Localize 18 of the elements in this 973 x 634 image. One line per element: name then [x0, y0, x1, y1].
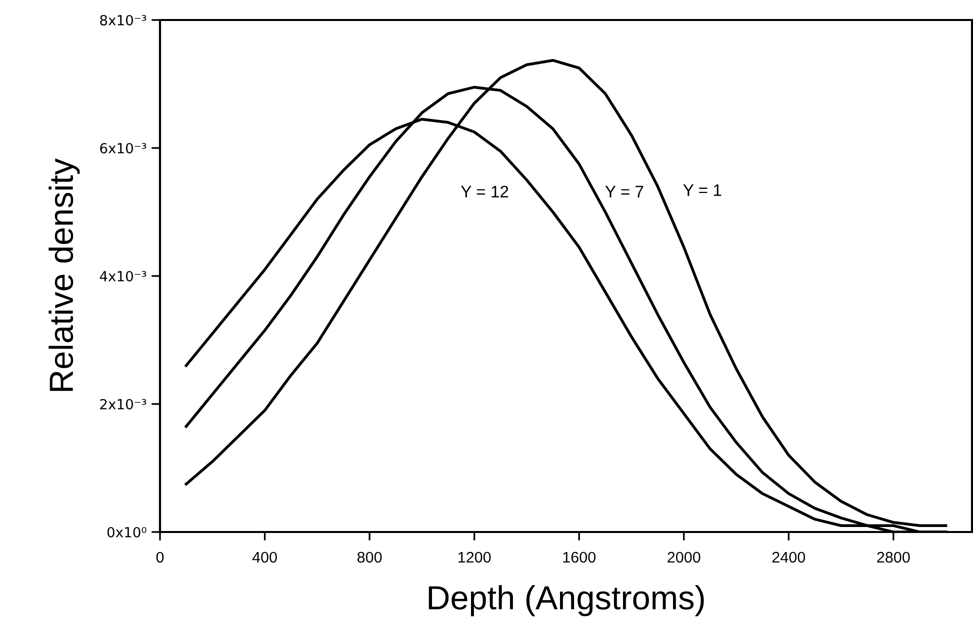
y-tick-label: 2x10⁻³	[100, 398, 146, 410]
annotation: Y = 12	[460, 186, 508, 198]
x-axis-title: Depth (Angstroms)	[428, 585, 704, 616]
y-tick-label: 0x10⁰	[107, 526, 146, 538]
annotation: Y = 7	[605, 186, 644, 198]
y-tick-label: 8x10⁻³	[100, 14, 146, 26]
x-tick-label: 0	[156, 552, 164, 563]
y-axis-title: Relative density	[48, 158, 80, 391]
y-tick-label: 6x10⁻³	[100, 142, 146, 154]
x-tick-label: 1200	[458, 552, 491, 563]
x-tick-label: 2400	[772, 552, 806, 563]
x-tick-label: 400	[252, 552, 277, 563]
x-tick-label: 1600	[563, 552, 596, 563]
y-tick-label: 4x10⁻³	[100, 270, 146, 282]
x-tick-label: 800	[357, 552, 382, 563]
x-tick-label: 2000	[668, 552, 700, 563]
annotation: Y = 1	[683, 184, 722, 196]
x-tick-label: 2800	[877, 552, 910, 563]
